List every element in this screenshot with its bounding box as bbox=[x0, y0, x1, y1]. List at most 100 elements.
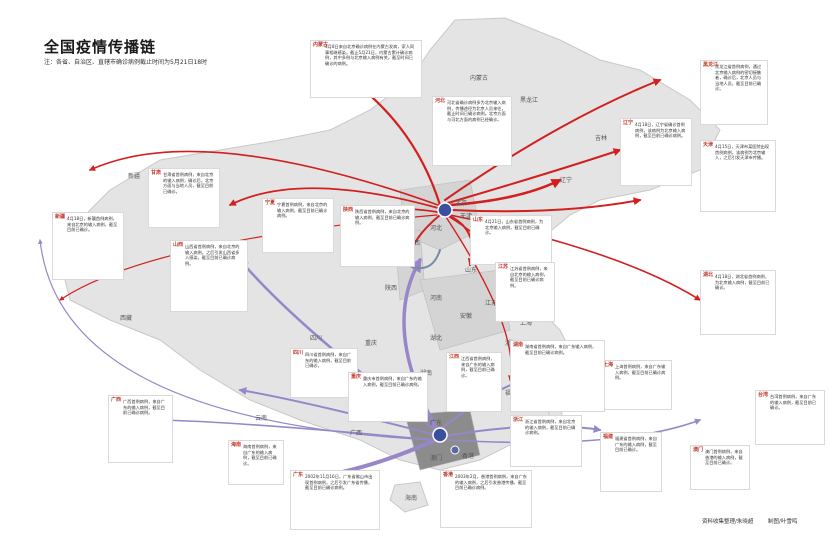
label-hebei: 河北 bbox=[430, 224, 442, 232]
label-liaoning: 辽宁 bbox=[560, 176, 572, 184]
label-shanghai: 上海 bbox=[520, 319, 532, 327]
central-region bbox=[419, 269, 511, 351]
label-heilongjiang: 黑龙江 bbox=[520, 96, 538, 104]
note-chongqing: 重庆 重庆市首例病例，来自广东的输入病例，截至目前已确诊病例。 bbox=[348, 372, 428, 422]
note-text: 浙江省首例病例，来自北京的输入病例，截至目前已确诊病例。 bbox=[525, 419, 576, 436]
note-tag: 台湾 bbox=[758, 392, 769, 398]
route-guangdong-xinjiang bbox=[38, 239, 433, 441]
note-text: 重庆市首例病例，来自广东的输入病例，截至目前已确诊病例。 bbox=[363, 376, 422, 387]
note-taiwan: 台湾 台湾首例病例，来自广东的输入病例，截至目前已确诊。 bbox=[755, 390, 825, 445]
label-aomen: 澳门 bbox=[430, 454, 442, 462]
note-tag: 陕西 bbox=[343, 207, 354, 213]
label-hubei: 湖北 bbox=[430, 334, 442, 342]
label-xinjiang: 新疆 bbox=[128, 172, 140, 180]
note-text: 甘肃省首例病例，来自北京的输入病例，确诊后，北京方面与当地人员，截至目前已确诊。 bbox=[163, 172, 214, 194]
note-text: 台湾首例病例，来自广东的输入病例，截至目前已确诊。 bbox=[770, 394, 817, 411]
note-text: 四川省首例病例，来自广东的输入病例，截至目前已确诊。 bbox=[305, 352, 352, 369]
note-tag: 海南 bbox=[231, 442, 242, 448]
note-sichuan: 四川 四川省首例病例，来自广东的输入病例，截至目前已确诊。 bbox=[290, 348, 358, 398]
note-guangdong: 广东 2002年11月16日，广东省佛山市出现首例病例，之后引发广东省传播，截至… bbox=[290, 470, 380, 530]
note-tag: 甘肃 bbox=[151, 170, 162, 176]
note-tag: 澳门 bbox=[693, 447, 704, 453]
note-tag: 上海 bbox=[603, 362, 614, 368]
label-guangxi: 广西 bbox=[350, 429, 362, 437]
note-tag: 天津 bbox=[703, 142, 714, 148]
route-beijing-jilin bbox=[447, 148, 622, 204]
note-text: 4月18日，湖北省首例病例，为北京输入病例，截至目前已确诊。 bbox=[715, 274, 770, 291]
note-tag: 山西 bbox=[173, 242, 184, 248]
note-tag: 湖北 bbox=[703, 272, 714, 278]
note-tag: 广西 bbox=[111, 397, 122, 403]
note-tag: 湖南 bbox=[513, 342, 524, 348]
note-tag: 河北 bbox=[435, 98, 446, 104]
note-hunan: 湖南 湖南省首例病例，来自广东输入病例，截至目前已确诊病例。 bbox=[510, 340, 605, 412]
note-xianggang: 香港 2003年2月，香港首例病例，来自广东的输入病例，之后引发香港传播，截至目… bbox=[440, 470, 532, 528]
route-beijing-xinjiang bbox=[88, 150, 439, 206]
note-tag: 江苏 bbox=[498, 264, 509, 270]
route-guangdong-sichuan bbox=[238, 387, 437, 436]
note-text: 湖南省首例病例，来自广东输入病例，截至目前已确诊病例。 bbox=[525, 344, 597, 355]
beijing-hub bbox=[437, 202, 453, 218]
note-text: 江苏省首例病例，来自北京的输入病例，截至目前已确诊病例。 bbox=[510, 266, 548, 288]
note-text: 广西首例病例，来自广东的输入病例，截至目前已确诊病例。 bbox=[123, 399, 165, 416]
credit-graphics: 制图/叶雪鸣 bbox=[768, 519, 798, 525]
label-hainan: 海南 bbox=[405, 494, 417, 502]
note-shandong: 山东 4月21日，山东省首例病例，为北京输入病例，截至目前已确诊。 bbox=[470, 215, 552, 265]
note-shaanxi: 陕西 陕西省首例病例，来自北京的输入病例，截至目前已确诊病例。 bbox=[340, 205, 415, 267]
note-text: 2003年2月，香港首例病例，来自广东的输入病例，之后引发香港传播，截至目前已确… bbox=[455, 474, 527, 491]
note-aomen: 澳门 澳门首例病例，来自香港的输入病例，截至目前已确诊。 bbox=[690, 445, 750, 490]
guangdong-hub bbox=[432, 427, 448, 443]
label-jilin: 吉林 bbox=[595, 134, 607, 142]
note-heilongjiang: 黑龙江 黑龙江省首例病例，通过北京输入病例的密切接触者，确诊后，北京人员与当地人… bbox=[700, 60, 768, 125]
note-tag: 内蒙古 bbox=[313, 42, 329, 48]
note-text: 海南首例病例，来自广东的输入病例，截至目前已确诊。 bbox=[243, 444, 277, 466]
note-text: 4月18日，新疆首例病例，来自北京的输入病例，截至目前已确诊。 bbox=[67, 216, 118, 233]
label-tianjin: 天津 bbox=[460, 213, 472, 220]
note-xinjiang: 新疆 4月18日，新疆首例病例，来自北京的输入病例，截至目前已确诊。 bbox=[52, 212, 124, 280]
label-neimenggu: 内蒙古 bbox=[470, 74, 488, 82]
map-title: 全国疫情传播链 bbox=[44, 38, 157, 56]
label-xianggang: 香港 bbox=[462, 452, 474, 460]
label-beijing: 北京 bbox=[455, 199, 467, 207]
label-anhui: 安徽 bbox=[460, 312, 472, 320]
label-shaanxi: 陕西 bbox=[385, 284, 397, 292]
note-shanxi: 山西 山西省首例病例，来自北京的输入病例，之后引发山西省多人感染，截至目前已确诊… bbox=[170, 240, 248, 312]
note-text: 福建省首例病例，来自广东的输入病例，截至目前已确诊。 bbox=[615, 436, 657, 453]
note-text: 上海首例病例，来自广东输入病例，截至目前已确诊病例。 bbox=[615, 364, 666, 381]
note-shanghai: 上海 上海首例病例，来自广东输入病例，截至目前已确诊病例。 bbox=[600, 360, 672, 410]
note-tag: 四川 bbox=[293, 350, 304, 356]
credit-data: 资料收集整理/朱晓超 bbox=[702, 519, 754, 525]
note-tag: 山东 bbox=[473, 217, 484, 223]
note-tag: 香港 bbox=[443, 472, 454, 478]
note-neimenggu: 内蒙古 4月8日来自北京确诊病例在内蒙古发病，家人同事相继感染。截止5月21日，… bbox=[310, 40, 422, 98]
route-beijing-liaoning bbox=[448, 178, 562, 207]
label-jiangsu: 江苏 bbox=[485, 299, 497, 307]
note-fujian: 福建 福建省首例病例，来自广东的输入病例，截至目前已确诊。 bbox=[600, 432, 662, 492]
note-text: 江西省首例病例，来自广东的输入病例，截至目前已确诊。 bbox=[461, 356, 495, 378]
note-gansu: 甘肃 甘肃省首例病例，来自北京的输入病例，确诊后，北京方面与当地人员，截至目前已… bbox=[148, 168, 220, 228]
note-jiangxi: 江西 江西省首例病例，来自广东的输入病例，截至目前已确诊。 bbox=[446, 352, 502, 412]
label-xizang: 西藏 bbox=[120, 314, 132, 322]
note-ningxia: 宁夏 宁夏首例病例，来自北京的输入病例，截至目前已确诊病例。 bbox=[262, 198, 334, 253]
note-tag: 新疆 bbox=[55, 214, 66, 220]
note-hubei: 湖北 4月18日，湖北省首例病例，为北京输入病例，截至目前已确诊。 bbox=[700, 270, 776, 335]
label-shandong: 山东 bbox=[465, 266, 477, 274]
route-guangdong-taiwan bbox=[447, 418, 702, 444]
note-hebei: 河北 河北省确诊病例多为北京输入病例，传播途径为北京人员来往，截止时间已确诊病例… bbox=[432, 96, 512, 166]
note-tag: 重庆 bbox=[351, 374, 362, 380]
note-tag: 宁夏 bbox=[265, 200, 276, 206]
note-jiangsu: 江苏 江苏省首例病例，来自北京的输入病例，截至目前已确诊病例。 bbox=[495, 262, 555, 322]
note-guangxi: 广西 广西首例病例，来自广东的输入病例，截至目前已确诊病例。 bbox=[108, 395, 173, 463]
route-beijing-tianjin bbox=[451, 197, 642, 213]
note-tag: 福建 bbox=[603, 434, 614, 440]
note-tag: 黑龙江 bbox=[703, 62, 719, 68]
note-tag: 辽宁 bbox=[623, 120, 634, 126]
route-beijing-gansu bbox=[228, 187, 439, 209]
note-text: 黑龙江省首例病例，通过北京输入病例的密切接触者，确诊后，北京人员与当地人员，截至… bbox=[715, 64, 762, 92]
label-henan: 河南 bbox=[430, 294, 442, 302]
note-text: 澳门首例病例，来自香港的输入病例，截至目前已确诊。 bbox=[705, 449, 743, 466]
note-text: 河北省确诊病例多为北京输入病例，传播途径为北京人员来往，截止时间已确诊病例。北京… bbox=[447, 100, 506, 122]
label-sichuan: 四川 bbox=[310, 335, 322, 342]
note-liaoning: 辽宁 4月18日，辽宁省确诊首例病例，该病例为北京输入病例，截至目前已确诊病例。 bbox=[620, 118, 692, 186]
hainan-island bbox=[389, 481, 429, 513]
